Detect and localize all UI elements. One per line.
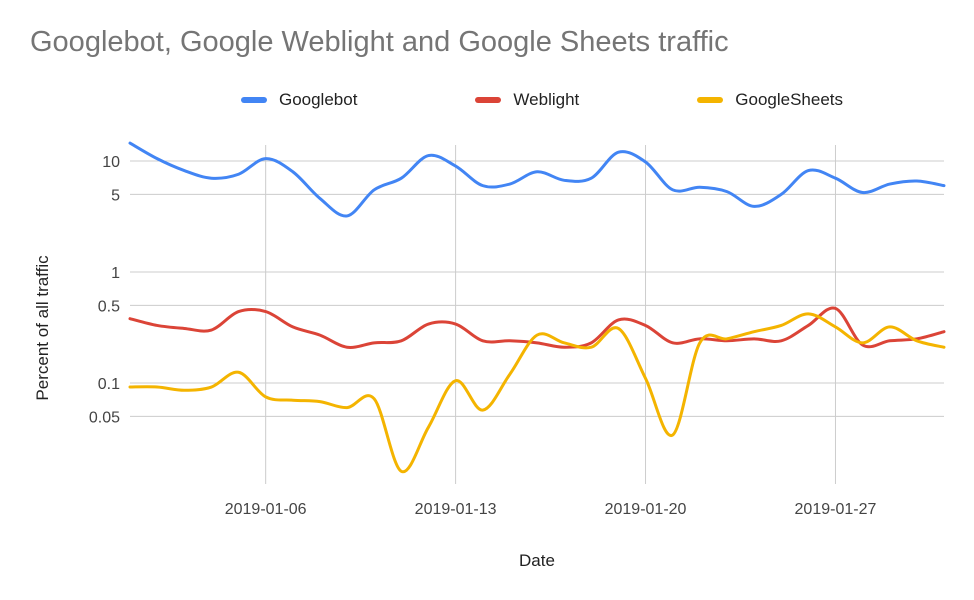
legend-label-googlesheets: GoogleSheets bbox=[735, 90, 844, 109]
chart-legend: Googlebot Weblight GoogleSheets bbox=[0, 90, 974, 110]
y-tick-label: 1 bbox=[111, 265, 120, 282]
y-axis-title: Percent of all traffic bbox=[33, 255, 52, 401]
x-tick-label: 2019-01-27 bbox=[795, 501, 877, 518]
x-tick-label: 2019-01-13 bbox=[415, 501, 497, 518]
y-tick-label: 0.05 bbox=[89, 409, 120, 426]
series-line-googlebot bbox=[128, 141, 946, 218]
y-tick-label: 5 bbox=[111, 187, 120, 204]
series-line-googlesheets bbox=[128, 312, 946, 473]
legend-label-weblight: Weblight bbox=[513, 90, 580, 109]
vertical-gridlines bbox=[265, 145, 836, 484]
x-axis-ticks: 2019-01-06 2019-01-13 2019-01-20 2019-01-27 bbox=[225, 501, 877, 518]
y-tick-label: 0.5 bbox=[98, 298, 120, 315]
chart-title: Googlebot, Google Weblight and Google Sh… bbox=[30, 26, 729, 58]
series-line-weblight bbox=[128, 306, 946, 349]
horizontal-gridlines bbox=[130, 160, 944, 417]
x-tick-label: 2019-01-06 bbox=[225, 501, 307, 518]
legend-swatch-googlebot bbox=[240, 97, 267, 103]
legend-label-googlebot: Googlebot bbox=[278, 90, 358, 109]
y-tick-label: 10 bbox=[102, 154, 120, 171]
legend-swatch-weblight bbox=[475, 97, 502, 103]
x-axis-title: Date bbox=[519, 551, 555, 570]
legend-item-googlebot: Googlebot bbox=[240, 90, 358, 110]
y-axis-ticks: 10 5 1 0.5 0.1 0.05 bbox=[89, 154, 120, 426]
legend-swatch-googlesheets bbox=[697, 97, 724, 103]
legend-item-weblight: Weblight bbox=[475, 90, 579, 110]
x-tick-label: 2019-01-20 bbox=[605, 501, 687, 518]
y-tick-label: 0.1 bbox=[98, 376, 120, 393]
series-lines bbox=[128, 141, 946, 473]
legend-item-googlesheets: GoogleSheets bbox=[697, 90, 843, 110]
